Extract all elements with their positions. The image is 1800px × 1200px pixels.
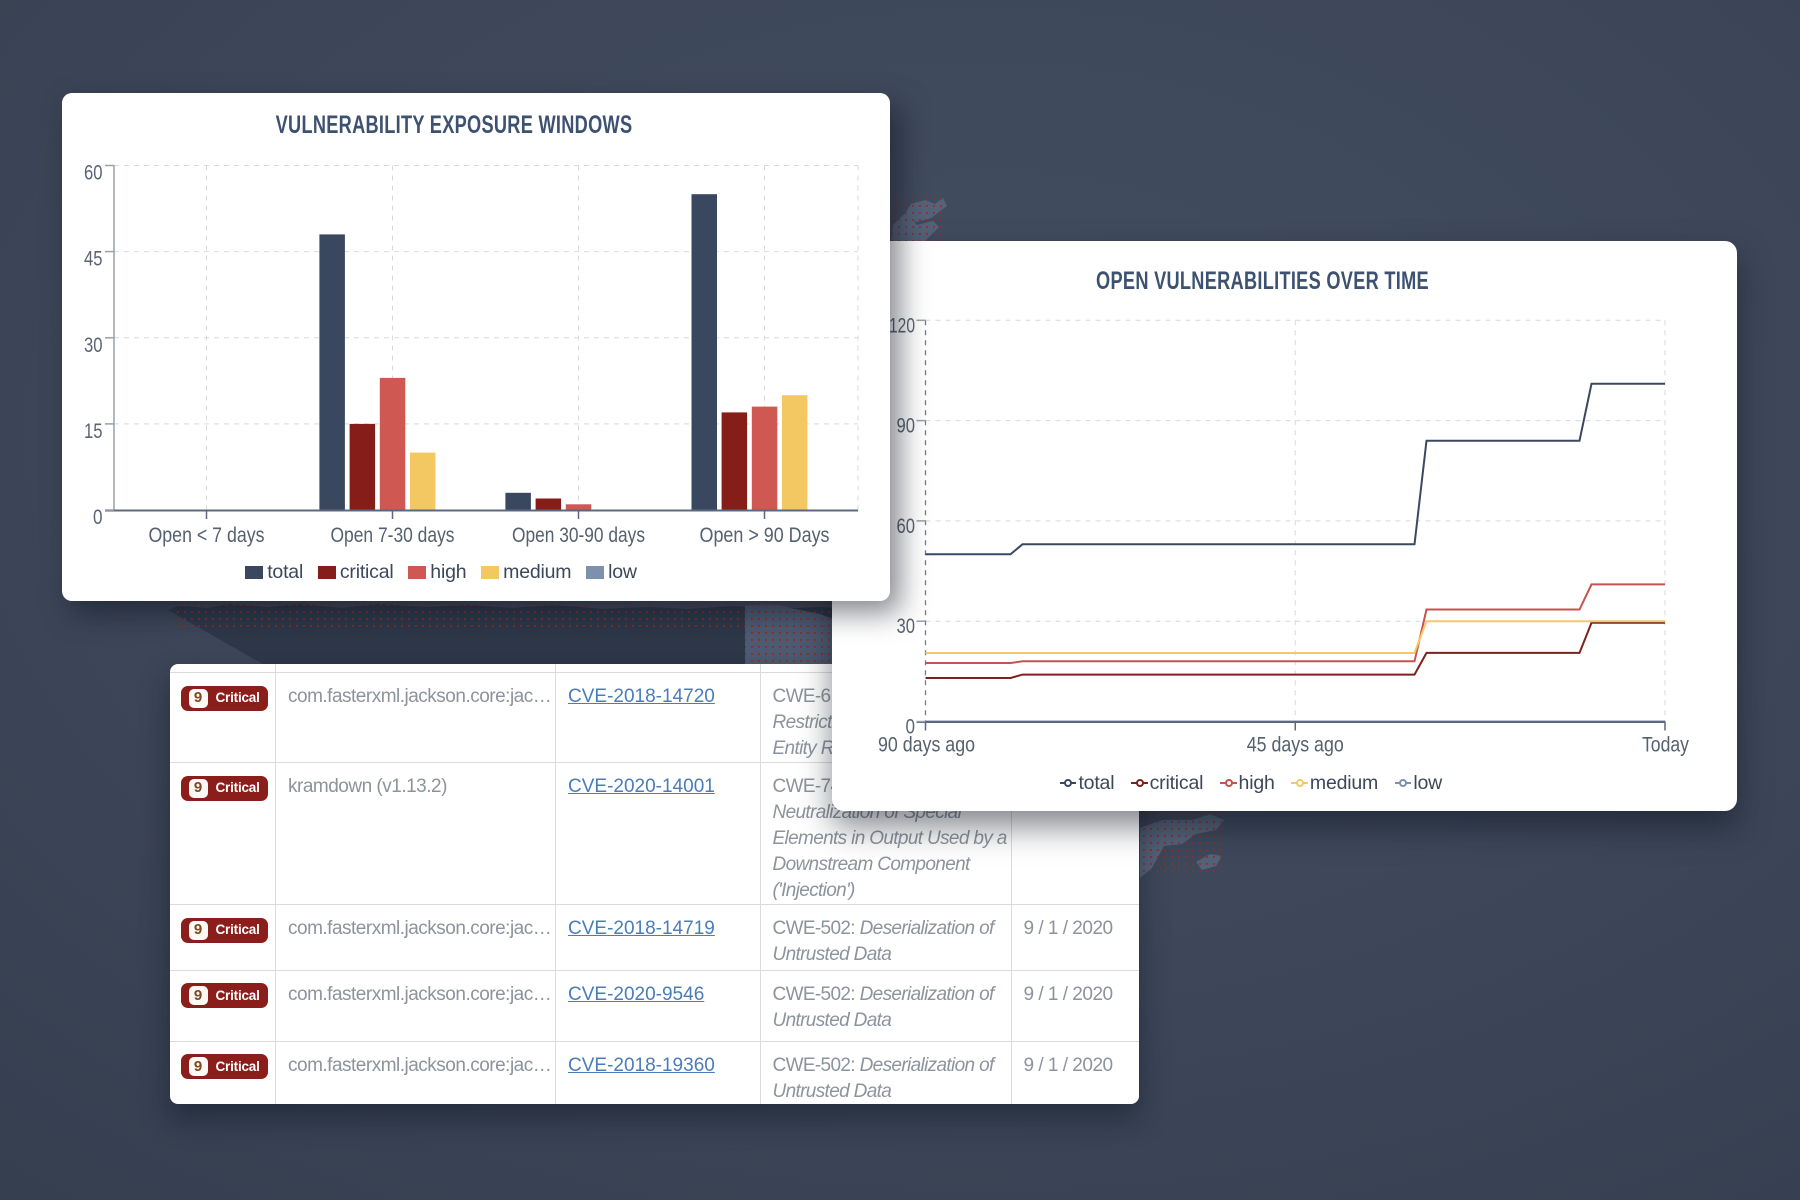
svg-text:30: 30: [896, 614, 915, 638]
svg-text:0: 0: [93, 505, 103, 529]
svg-text:Open 7-30 days: Open 7-30 days: [331, 524, 455, 547]
svg-text:Open 30-90 days: Open 30-90 days: [512, 524, 645, 547]
svg-text:90: 90: [896, 414, 915, 438]
svg-text:15: 15: [84, 419, 103, 443]
svg-text:120: 120: [889, 313, 915, 337]
svg-text:45 days ago: 45 days ago: [1246, 734, 1343, 757]
svg-text:45: 45: [84, 247, 103, 271]
svg-text:30: 30: [84, 333, 103, 357]
svg-text:60: 60: [896, 514, 915, 538]
svg-text:Open > 90 Days: Open > 90 Days: [700, 524, 830, 547]
svg-text:0: 0: [905, 715, 915, 739]
svg-text:Today: Today: [1642, 734, 1689, 757]
svg-text:60: 60: [84, 161, 103, 185]
svg-text:Open < 7 days: Open < 7 days: [149, 524, 265, 547]
svg-text:90 days ago: 90 days ago: [878, 734, 975, 757]
